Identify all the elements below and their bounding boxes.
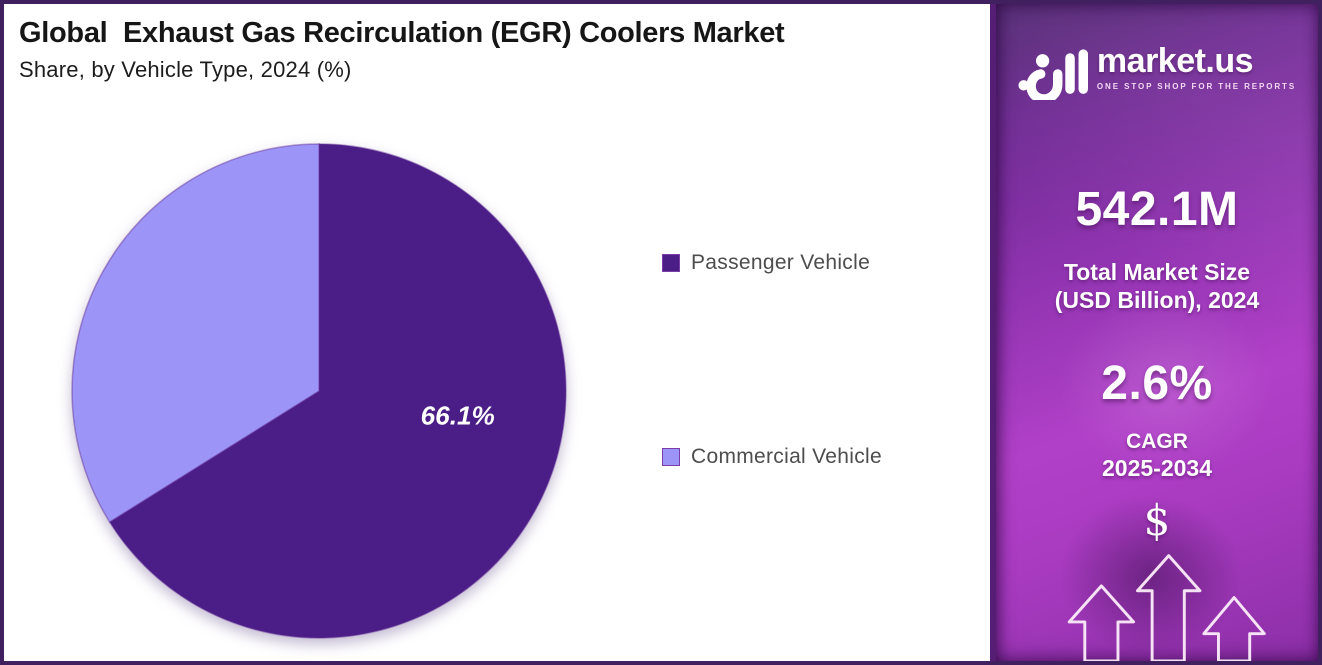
marketus-logo: market.us ONE STOP SHOP FOR THE REPORTS [996, 44, 1318, 100]
cagr-label: CAGR [1126, 430, 1188, 453]
market-size-value: 542.1M [1075, 183, 1239, 236]
marketus-logo-mark-icon [1018, 49, 1088, 100]
market-size-label-line2: (USD Billion), 2024 [1054, 287, 1260, 313]
legend: Passenger Vehicle Commercial Vehicle [662, 250, 882, 470]
arrow-middle [1136, 554, 1202, 661]
pie-chart-container: 66.1% [67, 139, 571, 643]
pie-chart: 66.1% [71, 143, 567, 639]
pie-data-label: 66.1% [421, 400, 495, 430]
legend-label-commercial-vehicle: Commercial Vehicle [691, 445, 882, 468]
chart-title: Global Exhaust Gas Recirculation (EGR) C… [19, 17, 785, 49]
legend-item-passenger-vehicle: Passenger Vehicle [662, 250, 882, 276]
brand-sidebar: market.us ONE STOP SHOP FOR THE REPORTS … [990, 4, 1318, 661]
chart-header: Global Exhaust Gas Recirculation (EGR) C… [19, 17, 785, 82]
market-size-label: Total Market Size (USD Billion), 2024 [996, 258, 1318, 314]
cagr-value: 2.6% [1101, 357, 1213, 410]
dollar-icon: $ [1143, 496, 1171, 545]
logo-text: market.us [1096, 42, 1254, 80]
logo-tagline: ONE STOP SHOP FOR THE REPORTS [1096, 82, 1297, 91]
chart-section: Global Exhaust Gas Recirculation (EGR) C… [4, 4, 986, 661]
arrow-right [1202, 596, 1266, 661]
chart-subtitle: Share, by Vehicle Type, 2024 (%) [19, 56, 352, 82]
legend-label-passenger-vehicle: Passenger Vehicle [691, 251, 871, 274]
legend-swatch-commercial-vehicle [662, 448, 680, 466]
growth-arrows-svg [1067, 554, 1266, 661]
pie-slice-passenger-vehicle [108, 143, 567, 639]
legend-swatch-passenger-vehicle [662, 254, 680, 272]
pie-slice-commercial-vehicle [71, 143, 320, 524]
cagr-period: 2025-2034 [1102, 455, 1212, 481]
legend-item-commercial-vehicle: Commercial Vehicle [662, 444, 882, 470]
logo-text-block: market.us ONE STOP SHOP FOR THE REPORTS [1097, 44, 1296, 91]
growth-arrows-icon [996, 551, 1318, 661]
market-size-label-line1: Total Market Size [1063, 259, 1251, 285]
arrow-left [1067, 584, 1136, 661]
